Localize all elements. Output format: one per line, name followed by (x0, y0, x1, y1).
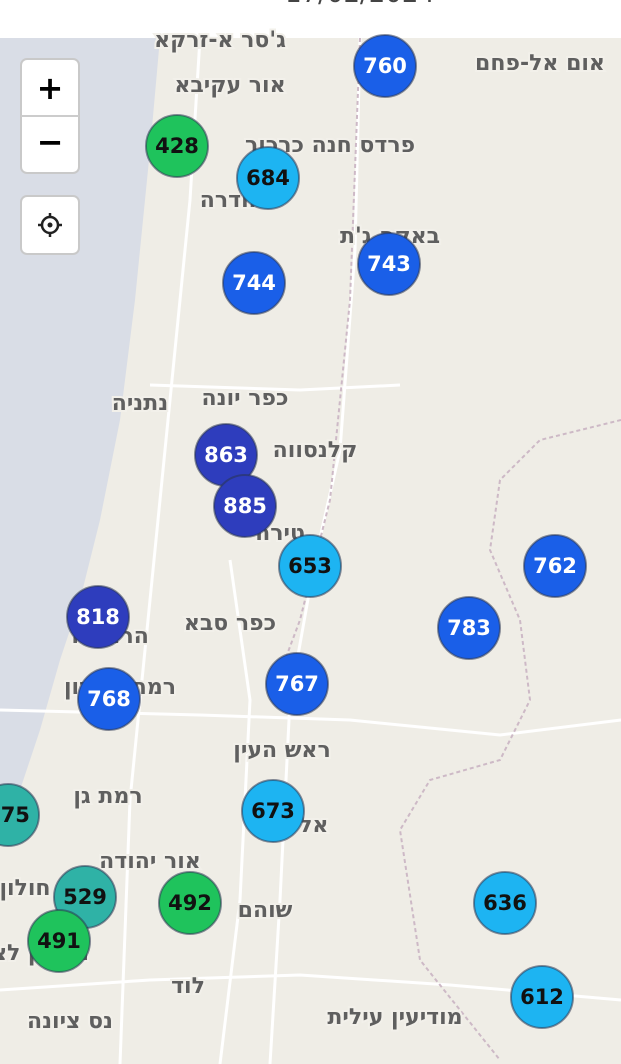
place-label: לוד (171, 974, 205, 999)
place-label: אור עקיבא (174, 73, 285, 98)
marker-count: 762 (533, 554, 577, 578)
cluster-marker[interactable]: 863 (194, 423, 258, 487)
cluster-marker[interactable]: 885 (213, 474, 277, 538)
date: 17/02/2024 (285, 0, 435, 9)
marker-count: 743 (367, 252, 411, 276)
cluster-marker[interactable]: 636 (473, 871, 537, 935)
marker-circle (222, 251, 286, 315)
marker-count: 575 (0, 803, 30, 827)
place-label: נס ציונה (27, 1009, 113, 1034)
cluster-marker[interactable]: 762 (523, 534, 587, 598)
marker-circle (241, 779, 305, 843)
marker-circle (66, 585, 130, 649)
place-label: אום אל-פחם (475, 51, 605, 76)
cluster-marker[interactable]: 653 (278, 534, 342, 598)
marker-count: 612 (520, 985, 564, 1009)
marker-circle (523, 534, 587, 598)
cluster-marker[interactable]: 768 (77, 667, 141, 731)
place-label: ראש העין (233, 738, 330, 763)
markers: 760 428 684 744 743 863 885 653 762 818 783 767 768 6… (0, 34, 587, 1029)
marker-count: 767 (275, 672, 319, 696)
cluster-marker[interactable]: 491 (27, 909, 91, 973)
cluster-marker[interactable]: 818 (66, 585, 130, 649)
marker-count: 673 (251, 799, 295, 823)
marker-circle (357, 232, 421, 296)
marker-circle (213, 474, 277, 538)
marker-count: 818 (76, 605, 120, 629)
cluster-marker[interactable]: 673 (241, 779, 305, 843)
cluster-marker[interactable]: 492 (158, 871, 222, 935)
cluster-marker[interactable]: 760 (353, 34, 417, 98)
marker-circle (0, 783, 40, 847)
marker-circle (353, 34, 417, 98)
marker-circle (77, 667, 141, 731)
marker-count: 636 (483, 891, 527, 915)
marker-count: 768 (87, 687, 131, 711)
cluster-marker[interactable]: 783 (437, 596, 501, 660)
place-label: כפר סבא (184, 611, 276, 636)
marker-count: 428 (155, 134, 199, 158)
place-label: נתניה (112, 391, 169, 416)
cluster-marker[interactable]: 767 (265, 652, 329, 716)
cluster-marker[interactable]: 428 (145, 114, 209, 178)
place-label: חולון (0, 876, 51, 901)
marker-circle (278, 534, 342, 598)
top-bar (0, 0, 621, 38)
marker-circle (437, 596, 501, 660)
marker-count: 760 (363, 54, 407, 78)
marker-count: 684 (246, 166, 290, 190)
place-label: קלנסווה (273, 438, 358, 463)
place-label: מודיעין עילית (327, 1005, 462, 1030)
marker-count: 653 (288, 554, 332, 578)
marker-count: 529 (63, 885, 107, 909)
borders (269, 37, 621, 1061)
cluster-marker[interactable]: 743 (357, 232, 421, 296)
cluster-marker[interactable]: 612 (510, 965, 574, 1029)
marker-circle (236, 146, 300, 210)
place-label: שוהם (238, 898, 293, 923)
marker-count: 783 (447, 616, 491, 640)
marker-circle (265, 652, 329, 716)
place-label: כפר יונה (202, 386, 289, 411)
marker-count: 492 (168, 891, 212, 915)
marker-circle (145, 114, 209, 178)
marker-circle (158, 871, 222, 935)
cluster-marker[interactable]: 744 (222, 251, 286, 315)
cluster-marker[interactable]: 684 (236, 146, 300, 210)
marker-circle (473, 871, 537, 935)
locate-button[interactable] (20, 195, 80, 255)
place-label: ג'סר א-זרקא (154, 28, 286, 53)
zoom-in[interactable]: + (37, 69, 64, 107)
marker-circle (510, 965, 574, 1029)
place-label: רמת גן (73, 784, 142, 809)
cluster-marker[interactable]: 575 (0, 783, 40, 847)
place-label: אור יהודה (99, 849, 201, 874)
zoom-out[interactable]: − (37, 123, 64, 161)
marker-count: 885 (223, 494, 267, 518)
marker-count: 863 (204, 443, 248, 467)
marker-count: 744 (232, 271, 276, 295)
marker-count: 491 (37, 929, 81, 953)
marker-circle (27, 909, 91, 973)
